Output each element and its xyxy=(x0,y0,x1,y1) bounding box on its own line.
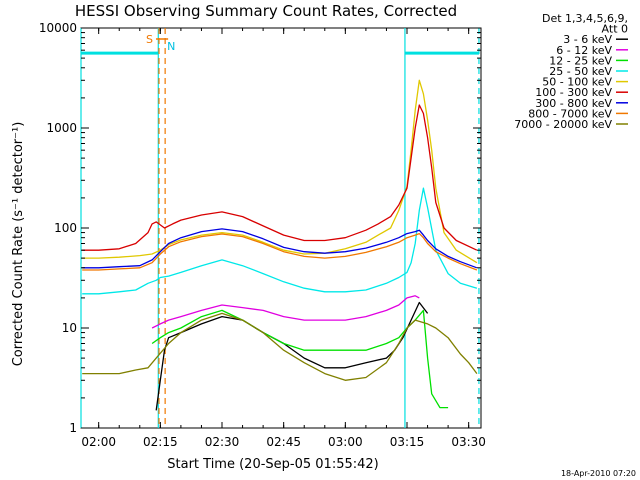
x-tick-label: 02:30 xyxy=(205,435,240,449)
legend-header: Det 1,3,4,5,6,9, xyxy=(542,12,628,25)
legend-entry-label: 50 - 100 keV xyxy=(542,76,612,89)
x-tick-label: 03:15 xyxy=(390,435,425,449)
n-annotation: N xyxy=(167,40,175,53)
series-line xyxy=(82,187,478,295)
legend-entry-label: 6 - 12 keV xyxy=(556,44,612,57)
legend-entry-label: 800 - 7000 keV xyxy=(528,107,612,120)
series-line xyxy=(82,312,478,381)
series-line xyxy=(82,104,478,251)
x-tick-label: 02:00 xyxy=(81,435,116,449)
series-line xyxy=(151,295,420,329)
chart-title: HESSI Observing Summary Count Rates, Cor… xyxy=(75,2,457,20)
x-tick-label: 03:00 xyxy=(328,435,363,449)
legend-header: Att 0 xyxy=(602,23,628,36)
series-line xyxy=(155,301,429,411)
legend-entry-label: 25 - 50 keV xyxy=(549,65,612,78)
legend-entry-label: 300 - 800 keV xyxy=(535,97,612,110)
series-line xyxy=(82,232,478,271)
y-tick-label: 10 xyxy=(62,321,77,335)
x-tick-label: 02:45 xyxy=(266,435,301,449)
y-tick-label: 1000 xyxy=(46,121,77,135)
series-lines xyxy=(82,79,478,411)
y-tick-label: 10000 xyxy=(39,21,77,35)
series-line xyxy=(82,228,478,269)
x-axis-ticks: 02:00 02:15 02:30 02:45 03:00 03:15 03:30 xyxy=(81,28,486,449)
footer-timestamp: 18-Apr-2010 07:20 xyxy=(561,469,636,478)
plot-area: 02:00 02:15 02:30 02:45 03:00 03:15 03:30 1101… xyxy=(39,21,486,449)
y-tick-label: 1 xyxy=(69,421,77,435)
series-line xyxy=(151,309,449,409)
series-line xyxy=(82,79,478,264)
legend-entry-label: 100 - 300 keV xyxy=(535,86,612,99)
x-tick-label: 03:30 xyxy=(451,435,486,449)
legend-entry-label: 3 - 6 keV xyxy=(563,33,612,46)
y-tick-label: 100 xyxy=(54,221,77,235)
s-annotation: S xyxy=(146,33,153,46)
x-axis-title: Start Time (20-Sep-05 01:55:42) xyxy=(167,457,378,472)
legend-entry-label: 7000 - 20000 keV xyxy=(514,118,612,131)
y-axis-title: Corrected Count Rate (s⁻¹ detector⁻¹) xyxy=(11,122,26,367)
x-tick-label: 02:15 xyxy=(143,435,178,449)
y-axis-ticks: 1 10 100 1000 10000 xyxy=(39,21,481,435)
legend-entry-label: 12 - 25 keV xyxy=(549,54,612,67)
